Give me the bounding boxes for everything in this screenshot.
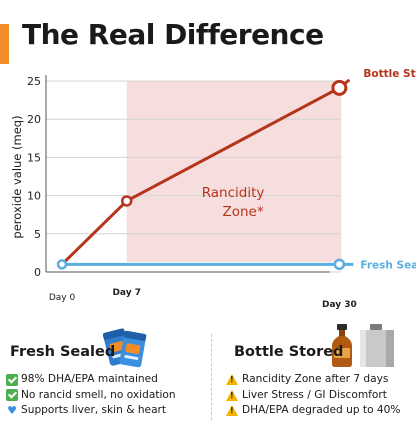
- bottle-point: [331, 79, 348, 96]
- fresh-point: [333, 258, 346, 271]
- bottle-stored-card: Bottle Stored Rancidity Zone after 7 day…: [214, 324, 414, 426]
- x-tick-label: Day 7: [112, 288, 141, 298]
- y-tick-label: 15: [27, 151, 41, 164]
- list-item-text: No rancid smell, no oxidation: [21, 388, 176, 401]
- bottle-stored-title: Bottle Stored: [234, 344, 344, 360]
- fresh-sealed-list: 98% DHA/EPA maintained No rancid smell, …: [6, 372, 176, 419]
- fresh-sealed-title: Fresh Sealed: [10, 344, 116, 360]
- heart-icon: ♥: [7, 403, 17, 417]
- rancidity-zone: [126, 81, 342, 262]
- list-item: No rancid smell, no oxidation: [6, 388, 176, 404]
- warning-icon: [226, 405, 238, 417]
- list-item: ♥ Supports liver, skin & heart: [6, 403, 176, 419]
- fresh-point: [56, 259, 68, 270]
- list-item-text: Supports liver, skin & heart: [21, 404, 167, 416]
- bottle-stored-list: Rancidity Zone after 7 days Liver Stress…: [226, 372, 400, 419]
- y-tick-label: 0: [34, 266, 41, 279]
- zone-label: Zone*: [222, 204, 263, 220]
- list-item: Rancidity Zone after 7 days: [226, 372, 400, 388]
- fresh-sealed-card: Fresh Sealed 98% DHA/EPA maintained No r…: [0, 326, 200, 426]
- list-item: 98% DHA/EPA maintained: [6, 372, 176, 388]
- page-title: The Real Difference: [22, 18, 324, 51]
- oil-bottle-icon: [332, 324, 394, 367]
- y-tick-label: 5: [34, 228, 41, 241]
- list-item-text: 98% DHA/EPA maintained: [21, 373, 158, 385]
- peroxide-chart: 0 5 10 15 20 25 peroxide value (meq) Day 0 Day 7…: [10, 68, 416, 310]
- bottle-point: [120, 195, 133, 207]
- y-tick-label: 20: [27, 113, 41, 126]
- warning-icon: [226, 389, 238, 401]
- bottle-stored-series-label: Bottle Stored: [363, 68, 416, 80]
- fish-oil-pouch-icon: [102, 328, 147, 368]
- fresh-sealed-series-label: Fresh Sealed: [360, 259, 416, 271]
- warning-icon: [226, 374, 238, 386]
- list-item-text: DHA/EPA degraded up to 40%: [242, 404, 401, 416]
- list-item-text: Rancidity Zone after 7 days: [242, 373, 389, 385]
- list-item: DHA/EPA degraded up to 40%: [226, 403, 400, 419]
- y-tick-label: 25: [27, 75, 41, 88]
- x-tick-label: Day 0: [49, 293, 76, 303]
- check-icon: [6, 389, 18, 402]
- check-icon: [6, 373, 18, 386]
- x-tick-label: Day 30: [322, 300, 357, 310]
- list-item: Liver Stress / GI Discomfort: [226, 388, 400, 404]
- zone-label: Rancidity: [202, 185, 265, 201]
- card-divider: [211, 334, 212, 420]
- y-tick-label: 10: [27, 190, 41, 203]
- list-item-text: Liver Stress / GI Discomfort: [242, 388, 387, 401]
- y-axis-label: peroxide value (meq): [10, 115, 24, 238]
- title-accent-bar: [0, 24, 9, 64]
